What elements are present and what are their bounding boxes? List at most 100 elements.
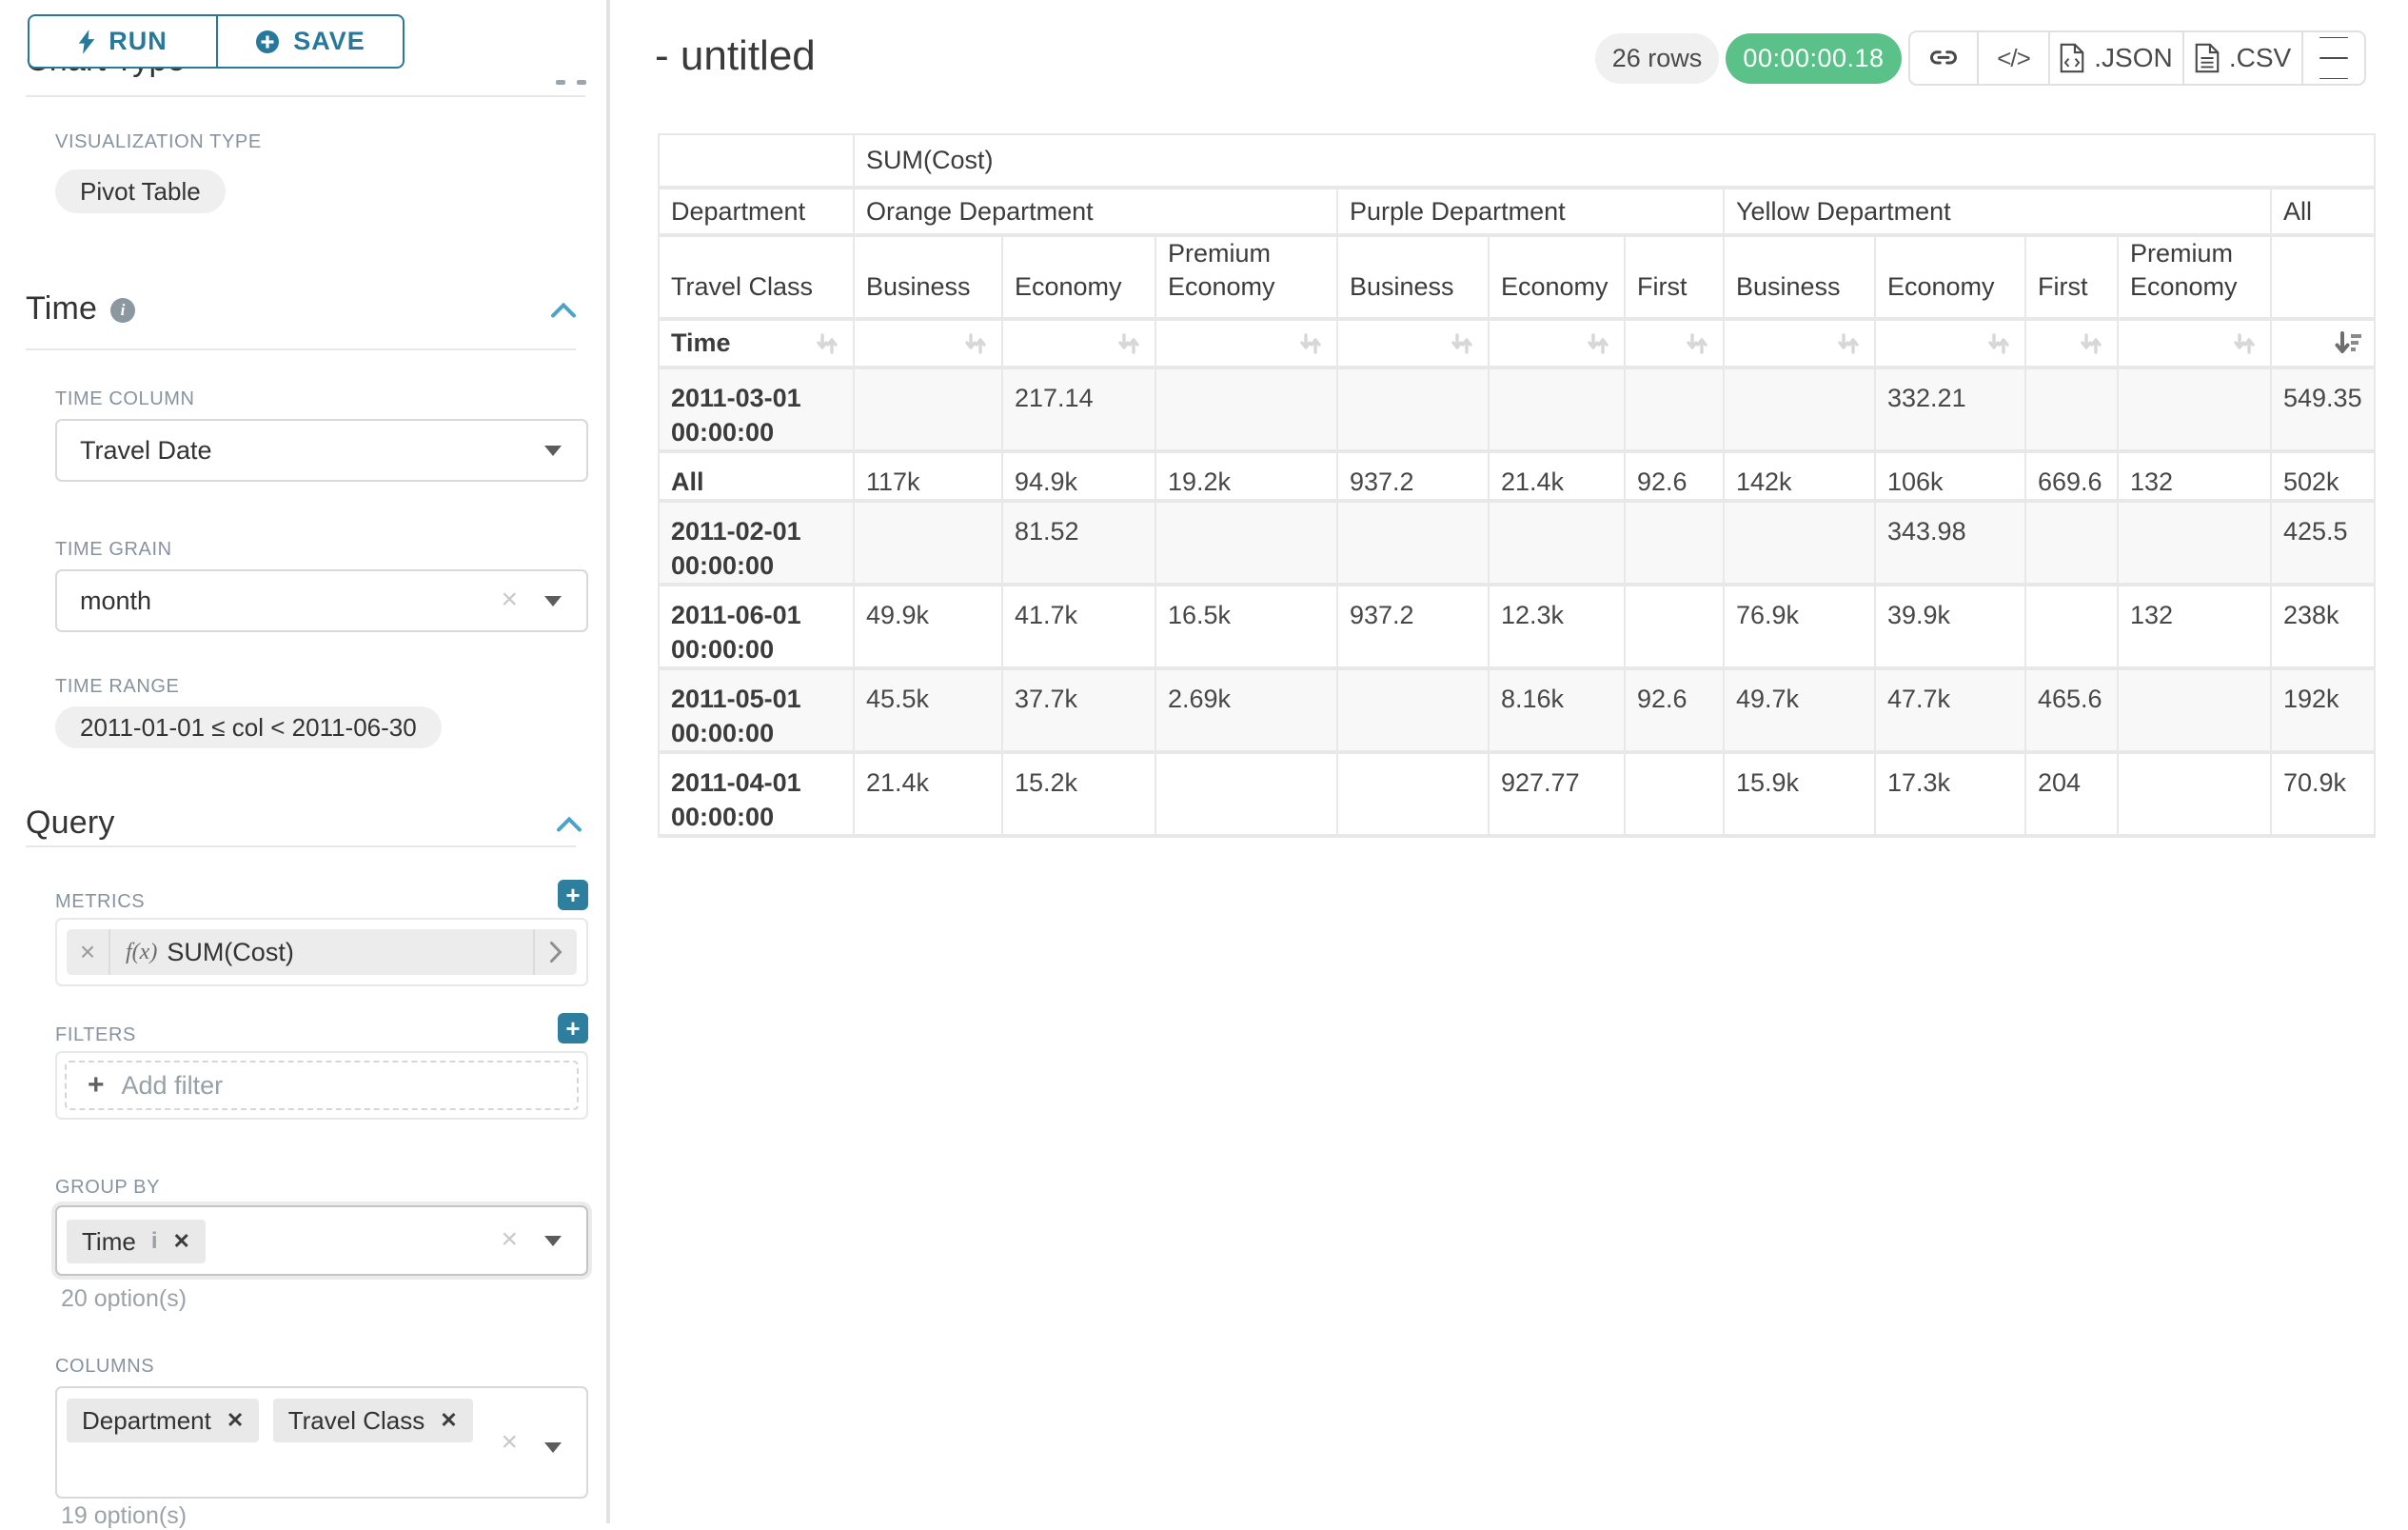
clear-icon[interactable]: × [501,586,518,614]
hamburger-menu-button[interactable] [2301,32,2364,84]
travel-class-header: Premium Economy [2118,235,2271,319]
value-cell [1489,368,1625,451]
view-query-button[interactable]: </> [1977,32,2048,84]
clear-icon[interactable]: × [501,1428,518,1457]
row-header: 2011-02-0100:00:00 [659,501,854,585]
value-cell: 204 [2025,752,2118,836]
value-cell: 45.5k [854,668,1002,752]
export-csv-button[interactable]: .CSV [2182,32,2301,84]
remove-tag-icon[interactable]: ✕ [172,1229,189,1254]
export-json-button[interactable]: .JSON [2048,32,2182,84]
file-text-icon [2195,43,2220,73]
row-header: All [659,451,854,501]
sort-header[interactable] [1625,319,1724,368]
run-button[interactable]: RUN [30,16,216,67]
save-button-label: SAVE [293,27,365,56]
add-filter-button[interactable]: + Add filter [65,1061,579,1110]
group-by-tag-time[interactable]: Time i ✕ [67,1220,206,1263]
travel-class-header: Premium Economy [1155,235,1337,319]
value-cell: 37.7k [1002,668,1155,752]
metrics-label: METRICS [55,891,145,913]
value-cell: 2.69k [1155,668,1337,752]
value-cell: 21.4k [1489,451,1625,501]
sort-arrows-icon [961,329,990,358]
add-filter-plus-button[interactable]: + [558,1013,588,1043]
department-group-header: Purple Department [1337,188,1724,235]
table-row: 2011-05-0100:00:0045.5k37.7k2.69k8.16k92… [659,668,2375,752]
metrics-box: × f(x) SUM(Cost) [55,918,588,986]
sort-arrows-icon [1683,329,1711,358]
chevron-down-icon [544,1236,562,1246]
value-cell [2025,585,2118,668]
clear-icon[interactable]: × [501,1225,518,1254]
group-by-select[interactable]: Time i ✕ × [55,1205,588,1276]
query-section-collapse-icon[interactable] [556,815,582,838]
metric-pill[interactable]: × f(x) SUM(Cost) [67,929,577,975]
value-cell: 39.9k [1875,585,2025,668]
time-grain-select[interactable]: month × [55,569,588,632]
value-cell: 21.4k [854,752,1002,836]
add-filter-label: Add filter [122,1071,224,1101]
travel-class-header: Business [854,235,1002,319]
value-cell: 94.9k [1002,451,1155,501]
query-timer-badge: 00:00:00.18 [1726,33,1902,84]
copy-link-button[interactable] [1910,32,1977,84]
chevron-down-icon [544,1442,562,1453]
value-cell: 132 [2118,451,2271,501]
time-range-pill[interactable]: 2011-01-01 ≤ col < 2011-06-30 [55,706,442,748]
time-column-select[interactable]: Travel Date [55,419,588,482]
travel-class-header [2271,235,2375,319]
sort-header[interactable] [1875,319,2025,368]
control-panel: Chart Type RUN SAVE VISUALIZATION TYPE P… [0,0,606,1523]
value-cell: 49.9k [854,585,1002,668]
remove-tag-icon[interactable]: ✕ [227,1408,244,1433]
time-section-heading: Timei [26,290,135,328]
hamburger-menu-icon [2319,78,2348,79]
chart-type-collapse-icon[interactable] [556,80,565,85]
table-row: 2011-02-0100:00:0081.52343.98425.5 [659,501,2375,585]
sort-header[interactable] [1489,319,1625,368]
sort-header[interactable] [1724,319,1875,368]
travel-class-header: Business [1724,235,1875,319]
value-cell [2118,368,2271,451]
add-metric-button[interactable]: + [558,880,588,910]
remove-tag-icon[interactable]: ✕ [440,1408,457,1433]
columns-tag-department[interactable]: Department ✕ [67,1399,259,1442]
sort-header[interactable] [1155,319,1337,368]
time-section-collapse-icon[interactable] [550,301,577,324]
time-grain-value: month [80,586,151,616]
sort-arrows-icon [1448,329,1476,358]
sort-header[interactable] [1002,319,1155,368]
value-cell [2118,501,2271,585]
value-cell: 81.52 [1002,501,1155,585]
sort-header-all[interactable] [2271,319,2375,368]
value-cell: 937.2 [1337,451,1489,501]
department-header-row: DepartmentOrange DepartmentPurple Depart… [659,188,2375,235]
sort-header[interactable] [2118,319,2271,368]
group-by-label: GROUP BY [55,1177,160,1199]
sort-header[interactable] [2025,319,2118,368]
sort-header-time[interactable]: Time [659,319,854,368]
sort-header[interactable] [1337,319,1489,368]
section-divider [26,95,585,97]
columns-select[interactable]: Department ✕ Travel Class ✕ × [55,1386,588,1499]
remove-metric-icon[interactable]: × [67,929,110,975]
value-cell: 142k [1724,451,1875,501]
chevron-right-icon[interactable] [533,929,577,975]
viz-type-pill[interactable]: Pivot Table [55,169,226,213]
chart-actions-group: </> .JSON .CSV [1908,30,2366,86]
chevron-down-icon [544,446,562,456]
chart-title[interactable]: - untitled [655,32,816,80]
value-cell: 343.98 [1875,501,2025,585]
chart-type-collapse-icon[interactable] [577,80,586,85]
value-cell: 192k [2271,668,2375,752]
travel-class-header-row: Travel ClassBusinessEconomyPremium Econo… [659,235,2375,319]
save-button[interactable]: SAVE [216,16,403,67]
row-header: 2011-05-0100:00:00 [659,668,854,752]
value-cell: 669.6 [2025,451,2118,501]
columns-tag-travel-class[interactable]: Travel Class ✕ [273,1399,473,1442]
value-cell [2025,368,2118,451]
sort-header[interactable] [854,319,1002,368]
value-cell [1155,368,1337,451]
section-divider [26,845,576,847]
